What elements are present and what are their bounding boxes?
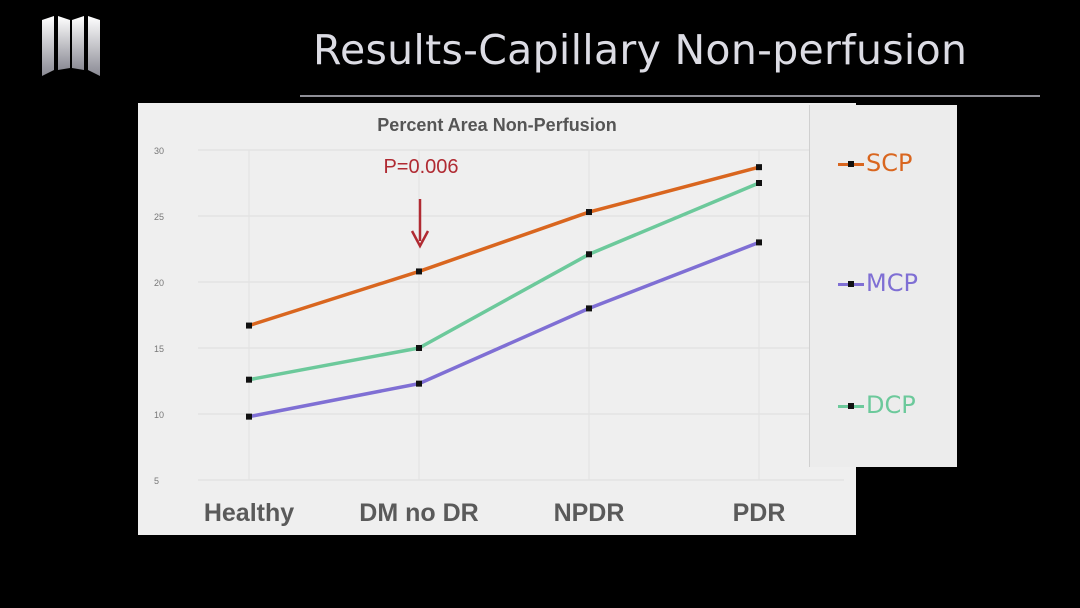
legend-marker: [848, 281, 854, 287]
chart-title: Percent Area Non-Perfusion: [377, 115, 616, 135]
x-tick-label: NPDR: [554, 499, 625, 527]
data-point-dcp: [586, 251, 592, 258]
logo-icon: [42, 16, 100, 76]
data-point-mcp: [756, 239, 762, 246]
y-tick-label: 30: [154, 146, 164, 156]
y-tick-label: 25: [154, 212, 164, 222]
series-points: [246, 164, 762, 420]
data-point-mcp: [246, 413, 252, 420]
series-line-mcp: [248, 240, 760, 419]
legend-marker: [848, 161, 854, 167]
data-point-dcp: [246, 376, 252, 383]
legend-label: MCP: [866, 269, 918, 297]
y-tick-label: 10: [154, 410, 164, 420]
chart-legend: SCP MCP DCP: [809, 105, 957, 467]
series-lines: [248, 165, 760, 419]
y-axis-ticks: 5 10 15 20 25 30: [154, 146, 164, 486]
annotation-arrow-icon: [410, 199, 430, 249]
data-point-dcp: [416, 345, 422, 351]
data-point-dcp: [756, 180, 762, 186]
y-tick-label: 5: [154, 476, 159, 486]
line-chart: 5 10 15 20 25 30 Healthy DM no DR NPDR PDR Perce…: [154, 115, 844, 527]
title-divider: [300, 95, 1040, 97]
data-point-scp: [756, 164, 762, 171]
x-tick-label: DM no DR: [359, 499, 478, 527]
legend-marker: [848, 403, 854, 409]
data-point-mcp: [416, 380, 422, 387]
data-point-mcp: [586, 305, 592, 312]
data-point-scp: [416, 268, 422, 275]
legend-item-mcp: MCP: [838, 269, 948, 299]
x-tick-label: PDR: [733, 499, 786, 527]
series-line-dcp: [248, 181, 760, 382]
chart-panel: 5 10 15 20 25 30 Healthy DM no DR NPDR PDR Perce…: [138, 103, 856, 535]
y-tick-label: 20: [154, 278, 164, 288]
legend-label: DCP: [866, 391, 916, 419]
data-point-scp: [246, 322, 252, 329]
p-value-annotation: P=0.006: [383, 156, 458, 178]
y-tick-label: 15: [154, 344, 164, 354]
x-axis-ticks: Healthy DM no DR NPDR PDR: [204, 499, 786, 527]
legend-item-dcp: DCP: [838, 391, 948, 421]
slide-title: Results-Capillary Non-perfusion: [313, 26, 968, 74]
series-line-scp: [248, 165, 760, 328]
legend-label: SCP: [866, 149, 913, 177]
chart-grid: [198, 149, 844, 481]
legend-item-scp: SCP: [838, 149, 948, 179]
x-tick-label: Healthy: [204, 499, 294, 527]
data-point-scp: [586, 209, 592, 216]
